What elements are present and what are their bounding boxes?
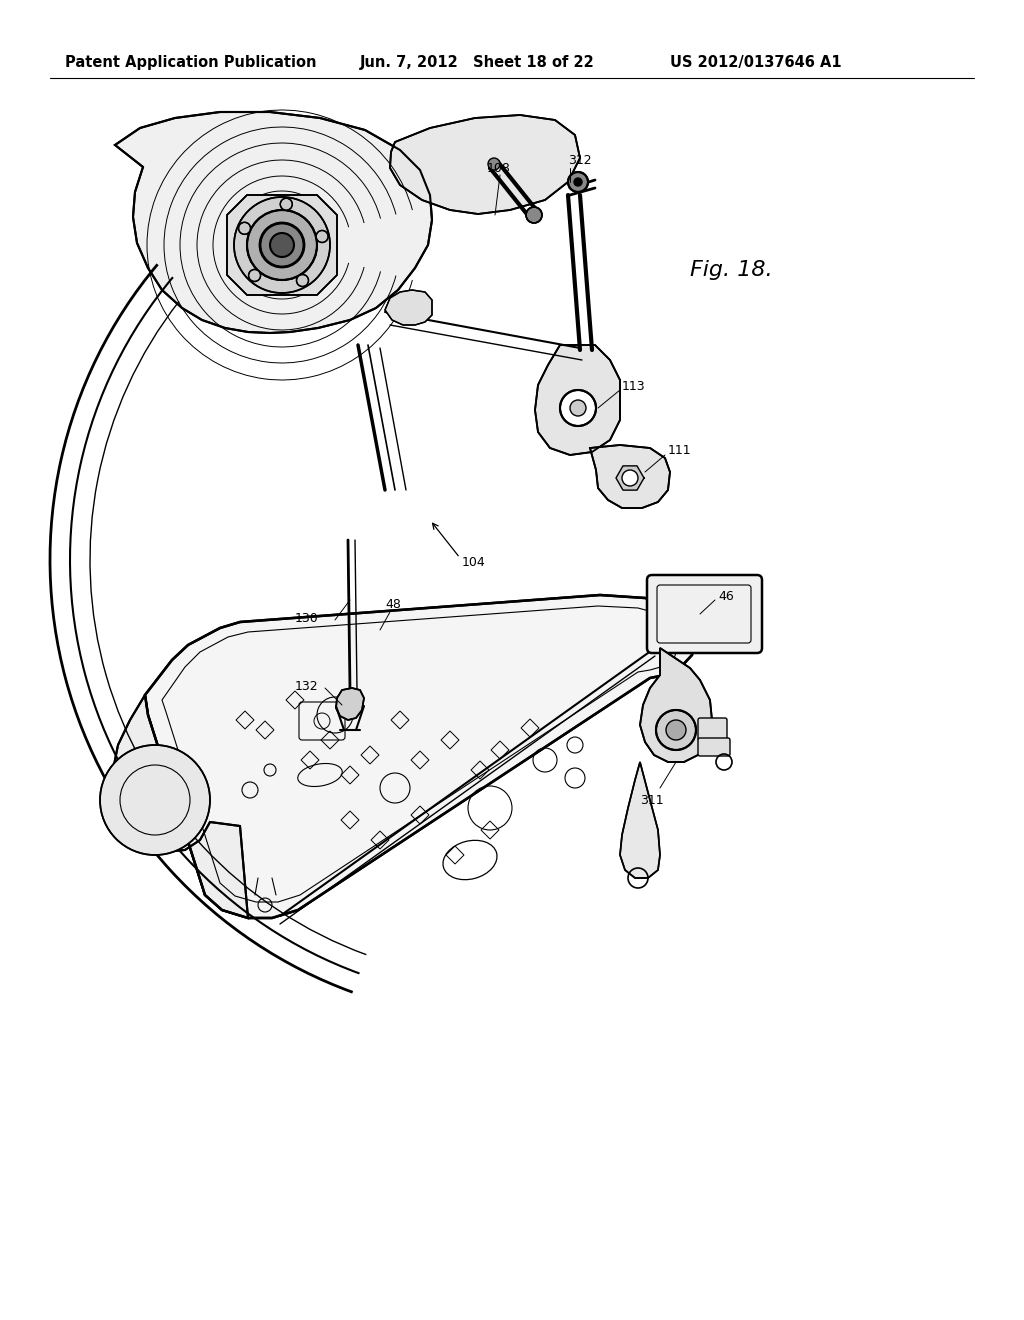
- Polygon shape: [620, 762, 660, 878]
- Circle shape: [100, 744, 210, 855]
- Circle shape: [247, 210, 317, 280]
- Text: 130: 130: [295, 611, 318, 624]
- Circle shape: [239, 222, 251, 235]
- Circle shape: [281, 198, 292, 210]
- Text: 108: 108: [487, 161, 511, 174]
- Text: 111: 111: [668, 444, 691, 457]
- Circle shape: [316, 231, 328, 243]
- Polygon shape: [336, 688, 364, 719]
- Polygon shape: [640, 648, 712, 762]
- Circle shape: [526, 207, 542, 223]
- Circle shape: [234, 197, 330, 293]
- Text: 312: 312: [568, 153, 592, 166]
- Polygon shape: [616, 466, 644, 490]
- Text: Fig. 18.: Fig. 18.: [690, 260, 773, 280]
- Text: 46: 46: [718, 590, 734, 602]
- Circle shape: [560, 389, 596, 426]
- Text: 104: 104: [462, 556, 485, 569]
- Polygon shape: [115, 112, 432, 333]
- Circle shape: [568, 172, 588, 191]
- Circle shape: [488, 158, 500, 170]
- Polygon shape: [590, 445, 670, 508]
- FancyBboxPatch shape: [647, 576, 762, 653]
- FancyBboxPatch shape: [698, 718, 727, 741]
- Circle shape: [260, 223, 304, 267]
- Text: 311: 311: [640, 793, 664, 807]
- Text: US 2012/0137646 A1: US 2012/0137646 A1: [670, 54, 842, 70]
- Circle shape: [656, 710, 696, 750]
- Polygon shape: [112, 696, 248, 917]
- Circle shape: [297, 275, 308, 286]
- Polygon shape: [385, 290, 432, 325]
- Circle shape: [622, 470, 638, 486]
- Circle shape: [574, 178, 582, 186]
- FancyBboxPatch shape: [698, 738, 730, 756]
- Circle shape: [570, 400, 586, 416]
- Text: 113: 113: [622, 380, 645, 392]
- Polygon shape: [227, 195, 337, 294]
- Polygon shape: [535, 345, 620, 455]
- Text: Patent Application Publication: Patent Application Publication: [65, 54, 316, 70]
- Polygon shape: [145, 595, 695, 917]
- Text: 132: 132: [295, 680, 318, 693]
- Circle shape: [270, 234, 294, 257]
- Circle shape: [249, 269, 260, 281]
- Text: Jun. 7, 2012   Sheet 18 of 22: Jun. 7, 2012 Sheet 18 of 22: [360, 54, 595, 70]
- Circle shape: [666, 719, 686, 741]
- Polygon shape: [390, 115, 580, 214]
- Text: 48: 48: [385, 598, 400, 611]
